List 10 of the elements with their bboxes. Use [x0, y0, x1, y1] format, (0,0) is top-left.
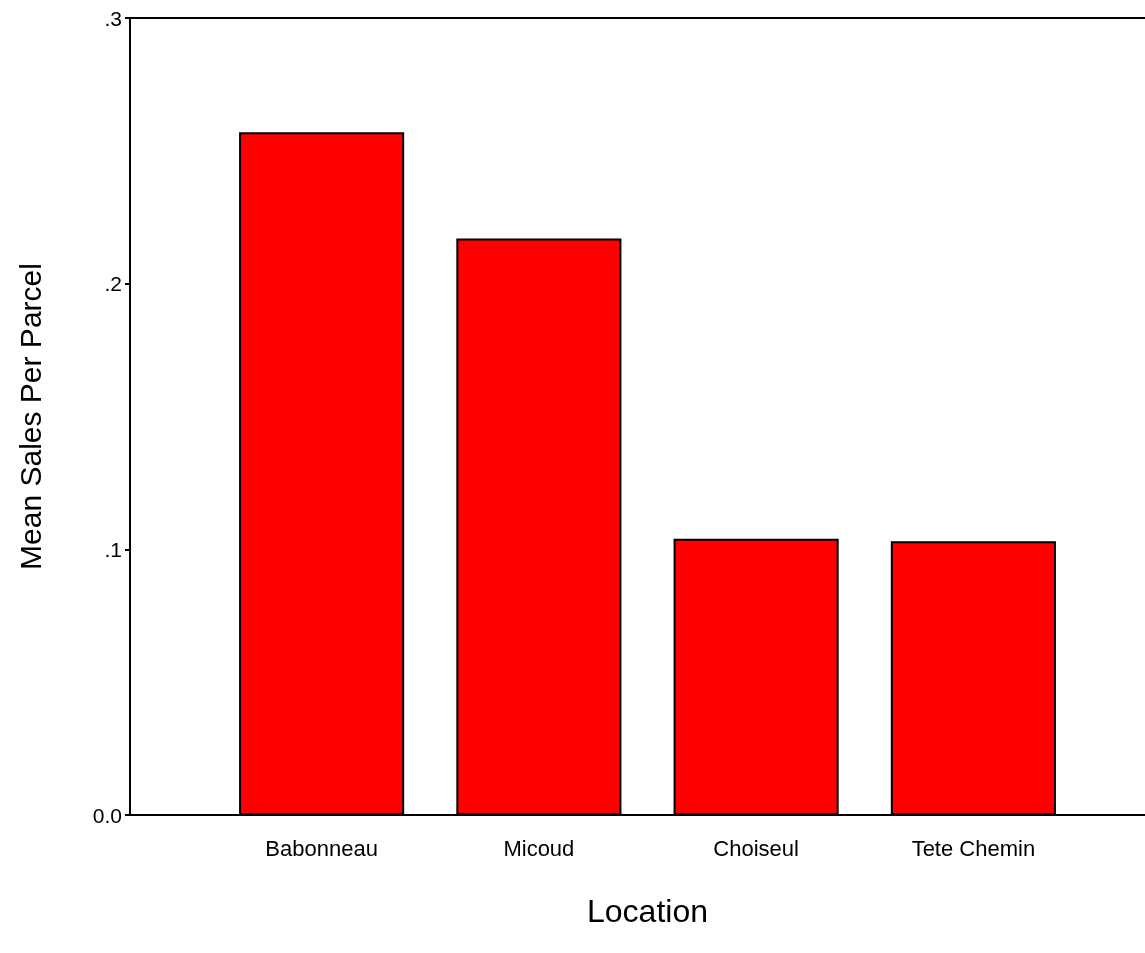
- x-tick-label: Micoud: [503, 835, 575, 861]
- x-axis-title: Location: [587, 893, 708, 929]
- y-tick-label: .3: [104, 6, 122, 30]
- x-tick-label: Tete Chemin: [911, 835, 1036, 861]
- y-tick-label: 0.0: [92, 803, 122, 827]
- x-tick-label: Choiseul: [713, 835, 799, 861]
- y-tick-label: .2: [104, 272, 122, 296]
- x-tick-label: Babonneau: [265, 835, 378, 861]
- y-tick-label: .1: [104, 537, 122, 561]
- y-axis-title: Mean Sales Per Parcel: [13, 263, 47, 570]
